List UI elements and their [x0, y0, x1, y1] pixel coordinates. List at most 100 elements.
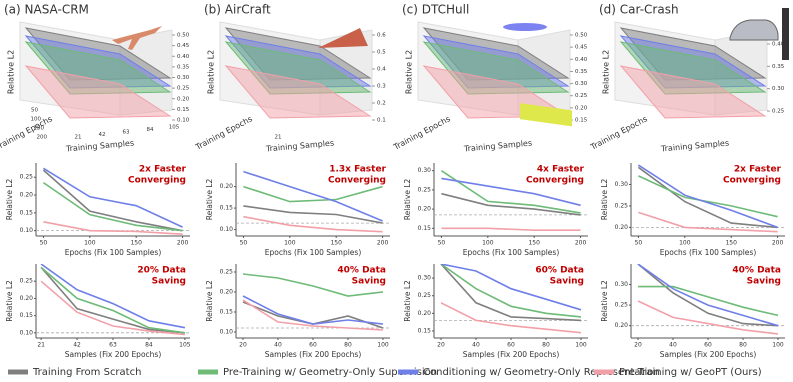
line-chart: 0.10 0.15 0.20 0.25 21 42 63 84 105 Samples (Fix … — [5, 264, 191, 359]
series-line — [638, 175, 778, 218]
annotation: 4x Faster — [537, 165, 585, 175]
y-tick-label: 0.25 — [615, 202, 629, 209]
samples-label: Training Samples — [65, 139, 135, 154]
series-line — [441, 192, 581, 216]
annotation: 40% Data — [732, 266, 781, 276]
annotation: 60% Data — [535, 266, 584, 276]
x-tick-label: 150 — [130, 240, 142, 247]
x-tick-label: 100 — [482, 240, 494, 247]
z-label: Relative L2 — [602, 50, 611, 94]
y-tick-label: 0.20 — [418, 310, 432, 317]
z-label: Relative L2 — [207, 50, 216, 94]
line-chart: 0.20 0.25 0.30 50 100 150 200 Epochs (Fix 100 S… — [600, 163, 785, 257]
z-tick-label: 0.40 — [575, 57, 588, 63]
icon-plate — [520, 103, 572, 127]
y-tick-label: 0.15 — [418, 327, 432, 334]
x-tick-label: 40 — [274, 342, 282, 349]
samples-label: Training Samples — [463, 139, 533, 154]
y-label: Relative L2 — [5, 178, 14, 220]
x-tick-label: 20 — [239, 342, 247, 349]
x-tick-label: 42 — [73, 342, 81, 349]
annotation: 2x Faster — [734, 165, 782, 175]
z-tick-label: 0.35 — [575, 69, 588, 75]
series-line — [40, 266, 186, 334]
z-tick-label: 0.15 — [177, 107, 190, 113]
x-tick-label: 80 — [542, 342, 550, 349]
z-tick-label: 0.1 — [377, 118, 386, 124]
z-tick-label: 0.15 — [575, 118, 588, 124]
z-label: Relative L2 — [7, 50, 16, 94]
line-chart: 0.15 0.20 0.25 0.30 20 40 60 80 100 Samples (Fix … — [403, 264, 588, 359]
y-tick-label: 0.20 — [615, 322, 629, 329]
series-line — [40, 264, 186, 329]
x-tick-label: 60 — [704, 342, 712, 349]
series-line — [242, 299, 384, 331]
x-tick-label: 63 — [109, 342, 117, 349]
series-line — [637, 264, 779, 327]
surface — [619, 65, 767, 119]
legend-label: Pre-Training w/ Geometry-Only Supervisio… — [223, 367, 437, 378]
series-line — [40, 280, 185, 336]
series-line — [638, 211, 778, 233]
y-tick-label: 0.20 — [220, 183, 234, 190]
series-line — [637, 264, 779, 327]
x-tick-label: 100 — [772, 342, 784, 349]
annotation: Saving — [747, 277, 781, 287]
z-tick-label: 0.35 — [177, 64, 190, 70]
annotation: 40% Data — [337, 266, 386, 276]
epochs-label: Training Epochs — [0, 114, 54, 152]
x-tick-label: 80 — [344, 342, 352, 349]
surface — [224, 65, 372, 119]
x-tick-label: 100 — [84, 240, 96, 247]
z-tick-label: 0.30 — [575, 81, 588, 87]
x-label: Samples (Fix 200 Epochs) — [463, 350, 560, 359]
y-tick-label: 0.15 — [20, 209, 34, 216]
panel-title: (a) NASA-CRM — [4, 3, 89, 17]
x-tick-label: 50 — [635, 240, 643, 247]
sample-tick-label: 21 — [275, 135, 282, 141]
y-tick-label: 0.10 — [20, 329, 34, 336]
x-tick-label: 100 — [575, 342, 587, 349]
z-tick-label: 0.45 — [575, 45, 588, 51]
y-tick-label: 0.20 — [20, 295, 34, 302]
y-label: Relative L2 — [403, 280, 412, 322]
x-tick-label: 40 — [669, 342, 677, 349]
z-tick-label: 0.50 — [575, 33, 588, 39]
series-line — [243, 215, 383, 233]
series-line — [637, 166, 778, 229]
series-line — [243, 205, 383, 224]
y-label: Relative L2 — [600, 280, 609, 322]
x-tick-label: 21 — [37, 342, 45, 349]
y-tick-label: 0.25 — [20, 174, 34, 181]
annotation: 2x Faster — [139, 165, 187, 175]
sample-tick-label: 84 — [147, 127, 154, 133]
z-tick-label: 0.4 — [377, 67, 386, 73]
x-tick-label: 150 — [725, 240, 737, 247]
z-tick-label: 0.25 — [177, 86, 190, 92]
annotation: Converging — [723, 176, 781, 186]
line-chart: 0.10 0.15 0.20 0.25 20 40 60 80 100 Samples (Fix … — [205, 264, 390, 359]
y-tick-label: 0.30 — [418, 275, 432, 282]
x-label: Epochs (Fix 100 Samples) — [660, 248, 757, 257]
z-tick-label: 0.10 — [177, 118, 190, 124]
series-line — [441, 177, 581, 207]
x-tick-label: 20 — [634, 342, 642, 349]
series-line — [42, 167, 183, 228]
y-tick-label: 0.15 — [418, 225, 432, 232]
x-label: Samples (Fix 200 Epochs) — [660, 350, 757, 359]
legend-label: Pre-Training w/ GeoPT (Ours) — [619, 367, 762, 378]
y-tick-label: 0.20 — [20, 192, 34, 199]
y-label: Relative L2 — [403, 178, 412, 220]
y-tick-label: 0.20 — [220, 289, 234, 296]
y-label: Relative L2 — [205, 178, 214, 220]
series-line — [242, 273, 384, 297]
y-tick-label: 0.15 — [20, 312, 34, 319]
x-label: Samples (Fix 200 Epochs) — [65, 350, 162, 359]
y-tick-label: 0.30 — [615, 281, 629, 288]
x-tick-label: 100 — [679, 240, 691, 247]
sample-tick-label: 42 — [99, 132, 106, 138]
annotation: Saving — [550, 277, 584, 287]
x-tick-label: 50 — [240, 240, 248, 247]
x-tick-label: 20 — [437, 342, 445, 349]
annotation: Converging — [128, 176, 186, 186]
